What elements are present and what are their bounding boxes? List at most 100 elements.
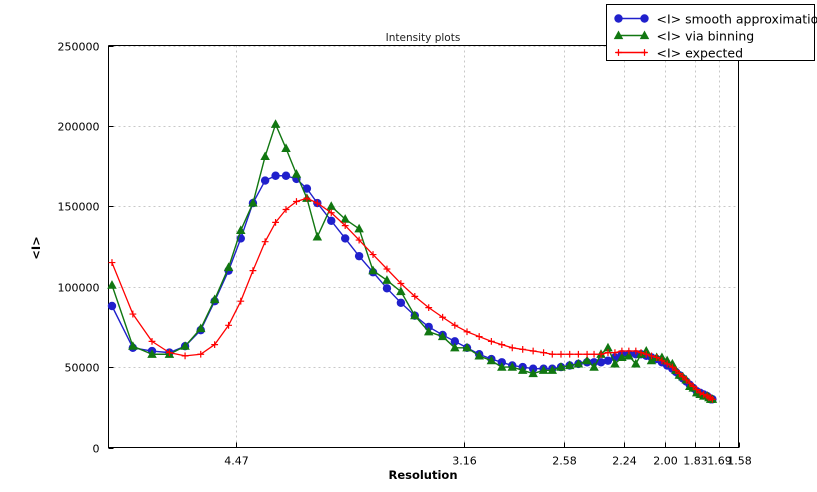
data-point-marker (603, 356, 613, 365)
data-point-marker (590, 350, 598, 358)
y-tick-label: 0 (93, 443, 100, 456)
data-point-marker (653, 354, 661, 361)
chart-legend[interactable]: <I> smooth approximation <I> via binning <… (605, 3, 817, 62)
data-point-marker (396, 298, 406, 307)
plot-title: Intensity plots (386, 32, 461, 44)
data-point-marker (709, 395, 716, 403)
y-axis-label: <I> (29, 236, 43, 260)
x-tick-label: 1.83 (683, 455, 708, 468)
data-point-marker (327, 216, 336, 225)
data-point-marker (679, 373, 687, 381)
data-point-marker (354, 223, 364, 233)
data-point-marker (583, 350, 591, 358)
data-point-marker (589, 362, 599, 371)
x-tick-label: 1.58 (727, 455, 752, 468)
data-point-marker (260, 176, 270, 185)
series-layer (107, 119, 718, 404)
data-point-marker (675, 370, 683, 377)
data-point-marker (693, 386, 701, 394)
y-tick-label: 100000 (58, 282, 100, 295)
data-point-marker (648, 352, 655, 360)
data-point-marker (425, 304, 433, 311)
legend-marker-circle-icon (614, 14, 623, 23)
series-2 (107, 119, 718, 403)
data-point-marker (340, 234, 350, 243)
data-point-marker (574, 350, 582, 358)
legend-box (605, 3, 816, 62)
data-point-marker (573, 358, 584, 368)
data-point-marker (497, 362, 507, 371)
data-point-marker (302, 184, 312, 193)
data-point-marker (383, 265, 391, 273)
data-point-marker (604, 349, 612, 357)
data-point-marker (282, 206, 290, 213)
data-point-marker (107, 301, 117, 311)
data-point-marker (313, 199, 321, 207)
series-3 (108, 194, 716, 403)
data-point-marker (540, 349, 547, 357)
x-tick-label: 1.69 (707, 455, 732, 468)
legend-item-3[interactable]: <I> expected (615, 46, 743, 61)
data-point-marker (326, 201, 337, 210)
data-point-marker (368, 265, 378, 275)
data-point-marker (437, 331, 448, 341)
series-line-3 (111, 197, 714, 400)
data-point-marker (195, 323, 206, 333)
data-point-marker (682, 376, 690, 384)
data-point-marker (548, 350, 556, 358)
data-point-marker (128, 341, 138, 350)
y-axis-ticks: 0 50000 100000 150000 200000 250000 (58, 41, 114, 456)
data-point-marker (108, 259, 116, 266)
data-point-marker (632, 347, 640, 355)
data-point-marker (564, 360, 575, 370)
data-point-marker (303, 194, 311, 202)
data-point-marker (597, 350, 605, 358)
data-point-marker (611, 349, 619, 357)
data-point-marker (450, 337, 460, 346)
data-point-marker (271, 171, 280, 180)
data-point-marker (147, 349, 157, 358)
x-axis-label: Resolution (388, 468, 457, 482)
data-point-marker (625, 347, 633, 355)
data-point-marker (341, 222, 349, 229)
data-point-marker (148, 337, 156, 345)
data-point-marker (166, 349, 173, 357)
data-point-marker (281, 143, 291, 153)
data-point-marker (556, 362, 566, 371)
data-point-marker (107, 280, 117, 289)
y-tick-label: 50000 (65, 362, 100, 375)
data-point-marker (129, 310, 137, 318)
data-point-marker (547, 365, 558, 374)
data-point-marker (596, 358, 606, 367)
legend-item-label: <I> expected (657, 46, 744, 61)
data-point-marker (209, 294, 220, 304)
data-point-marker (672, 366, 680, 374)
legend-marker-plus-icon (641, 49, 648, 56)
x-axis-ticks: 4.47 3.16 2.58 2.24 2.00 1.83 1.691.58 (224, 442, 752, 468)
data-point-marker (249, 267, 257, 275)
x-tick-label: 3.16 (452, 455, 477, 468)
data-point-marker (312, 231, 323, 241)
data-point-marker (248, 198, 258, 207)
data-point-marker (270, 119, 281, 128)
x-tick-label: 2.00 (653, 455, 678, 468)
data-point-marker (354, 251, 364, 261)
data-point-marker (508, 344, 516, 352)
data-point-marker (327, 209, 335, 217)
data-point-marker (197, 350, 205, 358)
data-point-marker (631, 358, 641, 368)
data-point-marker (281, 171, 291, 180)
legend-item-2[interactable]: <I> via binning (613, 29, 754, 44)
data-point-marker (498, 341, 506, 348)
data-point-marker (237, 297, 245, 305)
x-tick-label: 2.24 (612, 455, 637, 468)
data-point-marker (557, 350, 565, 358)
plot-frame (107, 44, 740, 449)
data-point-marker (528, 368, 538, 378)
data-point-marker (663, 360, 671, 368)
legend-item-1[interactable]: <I> smooth approximation (614, 12, 817, 27)
data-point-marker (180, 341, 190, 350)
y-tick-label: 150000 (58, 201, 100, 214)
